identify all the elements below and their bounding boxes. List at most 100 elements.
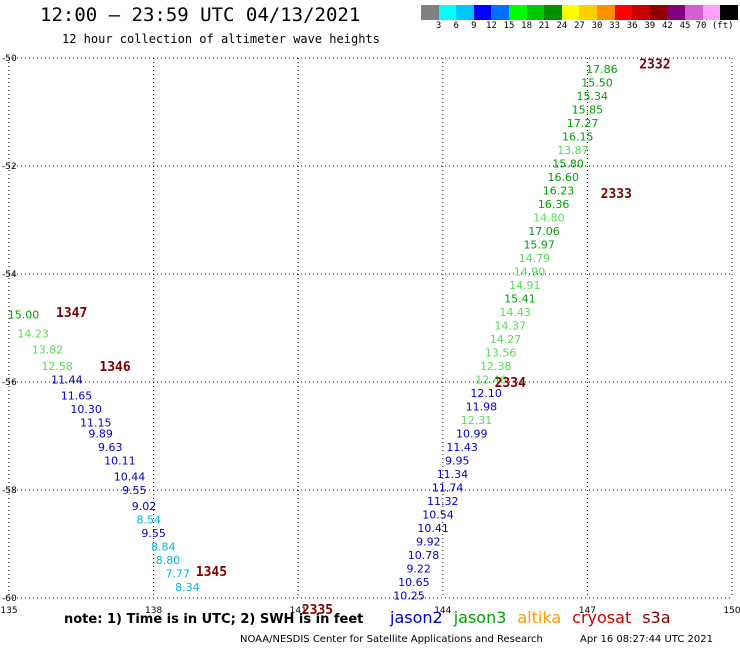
data-point-label: 9.55 xyxy=(122,484,147,497)
legend-entry-jason2: jason2 xyxy=(390,608,443,627)
x-tick-label: 141 xyxy=(290,606,307,616)
chart-axes: 135 138 141 144 147 150 -50 -52 -54 -56 -58 -60 xyxy=(0,54,740,616)
color-scale-label: 21 xyxy=(538,21,550,31)
color-scale-bar xyxy=(421,5,738,20)
color-scale-label: 9 xyxy=(471,21,477,31)
color-scale-label: 18 xyxy=(521,21,533,31)
x-tick-label: 147 xyxy=(579,606,596,616)
data-point-label: 15.97 xyxy=(523,238,555,251)
color-scale-label: 15 xyxy=(503,21,515,31)
color-scale-label: 27 xyxy=(573,21,585,31)
data-point-label: 11.44 xyxy=(51,373,83,386)
color-swatch xyxy=(720,5,738,20)
color-swatch xyxy=(684,5,703,20)
y-tick-label: -54 xyxy=(2,270,17,280)
data-point-label: 14.80 xyxy=(533,211,565,224)
data-point-label: 15.41 xyxy=(504,292,536,305)
color-scale-label: 12 xyxy=(485,21,497,31)
color-swatch xyxy=(544,5,562,20)
color-scale-labels: 3 6 9 12 15 18 21 24 27 30 33 36 39 42 45 70 (ft) xyxy=(421,21,740,33)
data-point-label: 14.27 xyxy=(490,333,522,346)
data-point-label: 11.34 xyxy=(437,468,469,481)
data-point-label: 14.90 xyxy=(514,265,546,278)
color-scale-label: 6 xyxy=(453,21,459,31)
color-swatch xyxy=(596,5,615,20)
data-point-label: 15.00 xyxy=(8,309,40,322)
data-point-label: 15.50 xyxy=(581,76,613,89)
data-point-label: 9.22 xyxy=(406,562,431,575)
data-point-label: 8.54 xyxy=(137,514,162,527)
data-point-label: 13.82 xyxy=(32,344,64,357)
chart-subtitle: 12 hour collection of altimeter wave hei… xyxy=(62,32,380,46)
color-swatch xyxy=(561,5,580,20)
footer-timestamp: Apr 16 08:27:44 UTC 2021 xyxy=(580,634,713,645)
legend-entry-s3a: s3a xyxy=(642,608,671,627)
data-point-label: 11.32 xyxy=(427,495,459,508)
data-point-label: 11.43 xyxy=(446,441,478,454)
chart-title: 12:00 – 23:59 UTC 04/13/2021 xyxy=(40,4,361,26)
color-scale-label: 39 xyxy=(644,21,656,31)
track-label: 1346 xyxy=(99,360,130,375)
data-point-label: 15.85 xyxy=(572,103,604,116)
color-swatch xyxy=(579,5,597,20)
data-point-label: 17.27 xyxy=(567,117,599,130)
color-scale-label: 45 xyxy=(679,21,691,31)
data-point-label: 9.89 xyxy=(88,427,113,440)
chart-grid xyxy=(8,57,733,599)
color-swatch xyxy=(491,5,509,20)
track-label: 2335 xyxy=(302,603,333,618)
track-label: 2332 xyxy=(639,57,670,72)
color-swatch xyxy=(649,5,668,20)
y-tick-label: -50 xyxy=(2,54,17,64)
data-point-label: 16.36 xyxy=(538,198,570,211)
data-point-label: 12.31 xyxy=(461,414,493,427)
data-point-label: 8.34 xyxy=(175,581,200,594)
data-point-label: 10.30 xyxy=(70,403,102,416)
data-point-label: 16.23 xyxy=(543,184,575,197)
data-point-label: 16.60 xyxy=(548,171,580,184)
data-point-label: 9.02 xyxy=(132,500,157,513)
color-swatch xyxy=(667,5,685,20)
data-point-label: 14.91 xyxy=(509,279,541,292)
data-point-label: 11.65 xyxy=(61,390,93,403)
x-tick-label: 138 xyxy=(145,606,162,616)
color-scale-label: 24 xyxy=(556,21,568,31)
data-point-label: 11.15 xyxy=(80,417,112,430)
data-point-label: 12.58 xyxy=(41,360,73,373)
data-point-label: 9.92 xyxy=(416,535,441,548)
color-swatch xyxy=(508,5,527,20)
data-point-label: 14.43 xyxy=(499,306,531,319)
y-tick-label: -56 xyxy=(2,378,17,388)
y-tick-label: -52 xyxy=(2,162,17,172)
data-point-label: 10.99 xyxy=(456,427,488,440)
color-scale-label: 3 xyxy=(435,21,442,31)
color-scale-label: 33 xyxy=(609,21,621,31)
color-swatch xyxy=(421,5,439,20)
data-point-label: 10.65 xyxy=(398,576,430,589)
data-point-label: 14.79 xyxy=(519,252,551,265)
x-tick-label: 144 xyxy=(434,606,451,616)
data-point-label: 10.11 xyxy=(104,454,136,467)
track-labels: 1347 1346 1345 2332 2333 2334 2335 xyxy=(56,57,671,617)
color-scale-label: 30 xyxy=(591,21,603,31)
y-tick-label: -60 xyxy=(2,594,17,604)
data-point-label: 14.37 xyxy=(495,319,527,332)
data-point-label: 17.86 xyxy=(586,63,618,76)
data-point-label: 14.23 xyxy=(17,327,49,340)
data-point-label: 10.41 xyxy=(417,522,449,535)
color-swatch xyxy=(438,5,457,20)
data-point-label: 15.80 xyxy=(552,157,584,170)
x-tick-label: 135 xyxy=(0,606,17,616)
data-point-label: 12.46 xyxy=(475,373,507,386)
data-point-label: 10.25 xyxy=(393,589,425,602)
track-label: 2333 xyxy=(601,187,632,202)
data-point-label: 11.74 xyxy=(432,481,464,494)
y-tick-label: -58 xyxy=(2,486,17,496)
satellite-legend: jason2 jason3 altika cryosat s3a xyxy=(390,608,682,627)
data-point-label: 9.95 xyxy=(445,454,470,467)
data-point-label: 9.63 xyxy=(98,441,123,454)
color-scale-label: 36 xyxy=(626,21,638,31)
legend-entry-altika: altika xyxy=(517,608,562,627)
